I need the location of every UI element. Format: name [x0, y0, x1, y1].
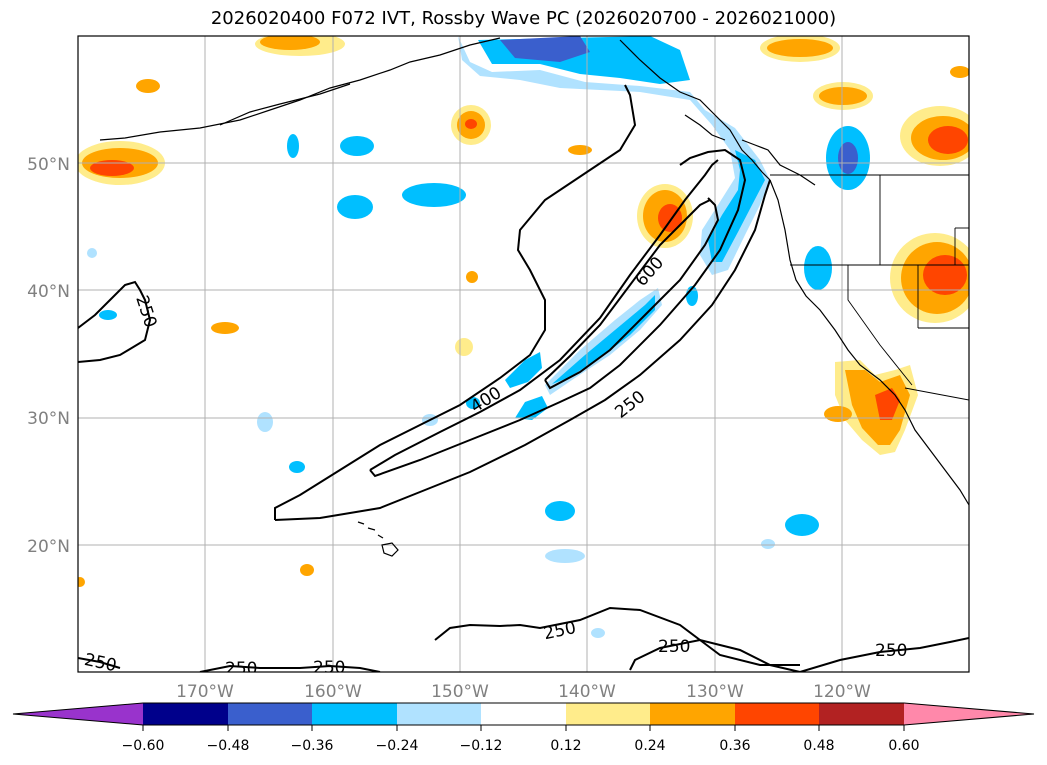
colorbar-tick-label: 0.36	[719, 738, 750, 754]
colorbar-tick-label: −0.24	[376, 738, 419, 754]
positive-anomaly-blob	[300, 564, 314, 576]
map-plot-area: 250 250 400 600 250 250 250 250 250 250	[77, 35, 970, 679]
positive-anomaly-blob	[136, 79, 160, 93]
colorbar-segment	[228, 703, 312, 725]
shaded-anomaly-fields	[78, 36, 969, 638]
ivt-contours	[78, 84, 969, 672]
negative-anomaly-blob	[466, 397, 480, 409]
colorbar-segment	[650, 703, 735, 725]
negative-anomaly-blob	[289, 461, 305, 473]
negative-anomaly-blob	[785, 514, 819, 536]
colorbar-tick-label: −0.48	[207, 738, 250, 754]
colorbar-tick-label: −0.60	[122, 738, 165, 754]
negative-anomaly-blob	[591, 628, 605, 638]
lat-label: 50°N	[27, 155, 70, 175]
colorbar-segment	[566, 703, 650, 725]
contour-label: 250	[225, 659, 257, 679]
negative-anomaly-gulf-of-alaska	[458, 36, 770, 275]
map-background	[78, 36, 969, 672]
political-borders	[770, 174, 969, 401]
hawaii-islands	[357, 521, 399, 557]
colorbar-extend-high	[904, 703, 1034, 725]
colorbar-tick-label: −0.36	[291, 738, 334, 754]
negative-anomaly-blob	[545, 549, 585, 563]
colorbar-tick-label: −0.12	[460, 738, 503, 754]
negative-anomaly-blob	[402, 183, 466, 207]
lon-label: 170°W	[176, 682, 234, 702]
positive-anomaly-southern-california-inner	[875, 388, 900, 420]
contour-label: 250	[875, 641, 907, 661]
negative-anomaly-blob	[337, 195, 373, 219]
lon-label: 120°W	[813, 682, 871, 702]
contour-label: 250	[658, 637, 690, 657]
colorbar-segment	[735, 703, 819, 725]
negative-anomaly-blob	[257, 412, 273, 432]
colorbar-segment	[481, 703, 566, 725]
negative-anomaly-blob	[87, 248, 97, 258]
negative-anomaly-blob	[545, 501, 575, 521]
lon-label: 140°W	[558, 682, 616, 702]
coastlines	[99, 37, 969, 506]
lon-label: 130°W	[686, 682, 744, 702]
positive-anomaly-blob	[90, 160, 134, 176]
lon-label: 150°W	[431, 682, 489, 702]
negative-anomaly-blob	[287, 134, 299, 158]
map-frame	[77, 35, 970, 673]
colorbar-segment	[819, 703, 904, 725]
colorbar-tick-label: 0.24	[634, 738, 665, 754]
positive-anomaly-blob	[950, 66, 969, 78]
positive-anomaly-blob	[928, 126, 968, 154]
positive-anomaly-blob	[455, 338, 473, 356]
positive-anomaly-blob	[465, 119, 477, 129]
positive-anomaly-blob	[568, 145, 592, 155]
lon-label: 160°W	[304, 682, 362, 702]
longitude-labels: 170°W 160°W 150°W 140°W 130°W 120°W	[176, 682, 871, 702]
positive-anomaly-blob	[824, 406, 852, 422]
positive-anomaly-blob	[767, 39, 833, 57]
colorbar-segment	[397, 703, 481, 725]
negative-anomaly-blob	[99, 310, 117, 320]
negative-anomaly-river-west	[505, 352, 542, 388]
negative-anomaly-blob	[761, 539, 775, 549]
contour-label: 250	[313, 658, 345, 678]
colorbar-extend-low	[13, 703, 143, 725]
positive-anomaly-blob	[819, 87, 867, 105]
negative-anomaly-river-southwest	[515, 396, 548, 420]
colorbar-segment	[312, 703, 397, 725]
lat-label: 20°N	[27, 537, 70, 557]
positive-anomaly-blob	[211, 322, 239, 334]
lat-label: 40°N	[27, 282, 70, 302]
colorbar-tick-label: 0.12	[550, 738, 581, 754]
positive-anomaly-blob	[260, 36, 320, 50]
lat-label: 30°N	[27, 409, 70, 429]
colorbar-ticks	[142, 725, 905, 731]
negative-anomaly-gulf-inner	[500, 36, 590, 62]
positive-anomaly-blob	[78, 577, 85, 587]
negative-anomaly-blob	[804, 246, 832, 290]
positive-anomaly-blob	[466, 271, 478, 283]
negative-anomaly-river-core	[552, 295, 655, 384]
colorbar-segment	[143, 703, 228, 725]
colorbar-tick-label: 0.48	[803, 738, 834, 754]
negative-anomaly-blob	[838, 142, 858, 174]
graticule	[78, 36, 969, 672]
map-title: 2026020400 F072 IVT, Rossby Wave PC (202…	[210, 8, 837, 29]
negative-anomaly-coast-strip	[708, 150, 765, 262]
contour-label: 250	[82, 650, 118, 676]
colorbar: −0.60 −0.48 −0.36 −0.24 −0.12 0.12 0.24 …	[12, 702, 1035, 754]
colorbar-tick-label: 0.60	[888, 738, 919, 754]
positive-anomaly-blob	[923, 255, 967, 295]
latitude-labels: 50°N 40°N 30°N 20°N	[27, 155, 70, 557]
negative-anomaly-blob	[340, 136, 374, 156]
